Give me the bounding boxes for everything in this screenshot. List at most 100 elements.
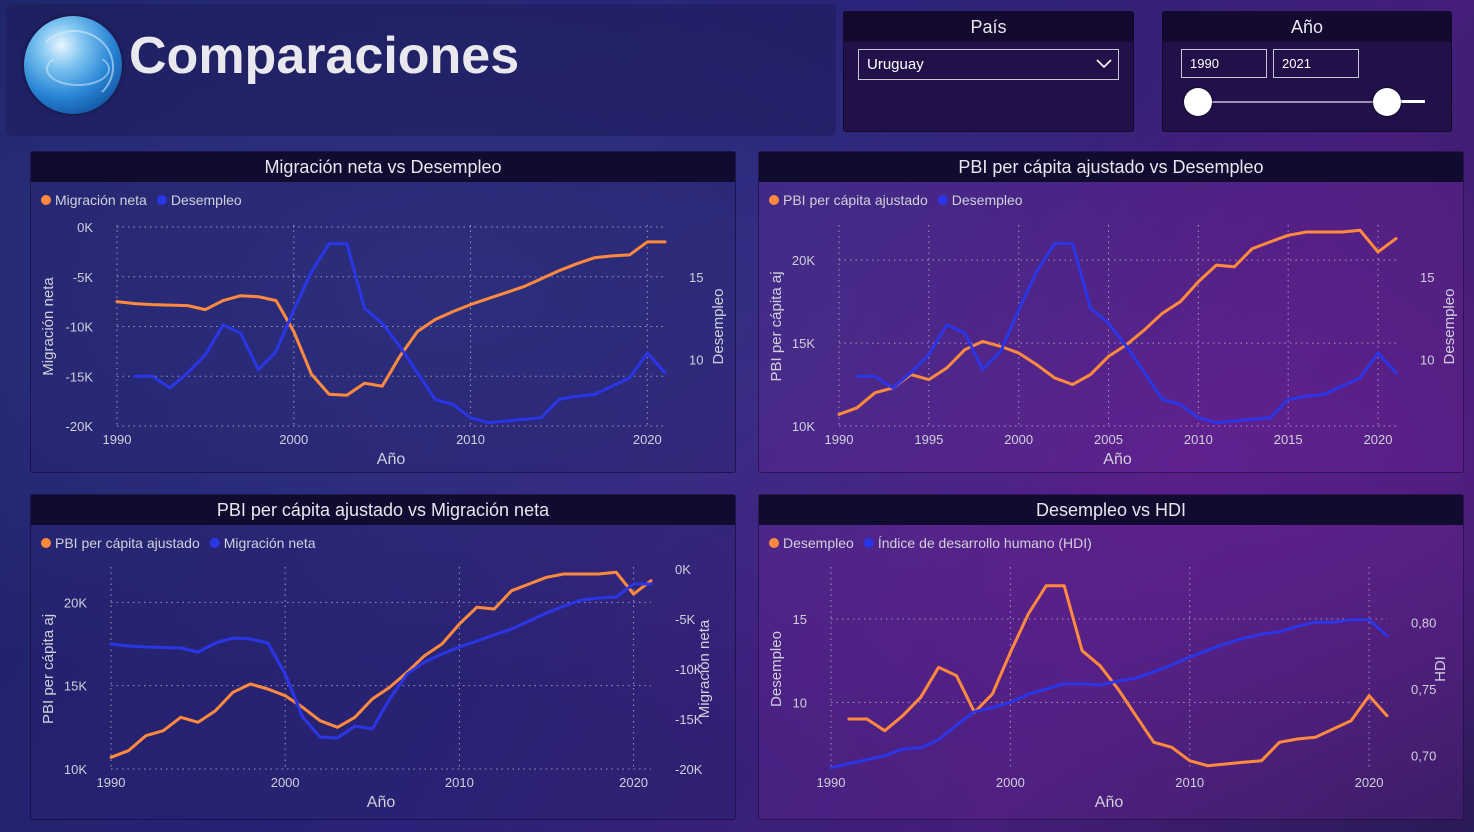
y-right-tick-label: 0K bbox=[675, 562, 691, 577]
legend-marker-1 bbox=[863, 538, 874, 548]
y-right-tick-label: 0,70 bbox=[1411, 749, 1436, 764]
series-line-1 bbox=[109, 582, 653, 740]
y-left-tick-label: 15K bbox=[792, 336, 815, 351]
x-tick-label: 2000 bbox=[1004, 432, 1033, 447]
chart-title: Migración neta vs Desempleo bbox=[31, 152, 735, 182]
x-axis-title: Año bbox=[1095, 794, 1124, 811]
legend-marker-0 bbox=[769, 538, 779, 548]
chart-panel-pbi-desempleo: PBI per cápita ajustado vs Desempleo PBI… bbox=[758, 151, 1464, 473]
y-left-axis-title: Migración neta bbox=[40, 277, 57, 376]
series-line-1 bbox=[855, 242, 1398, 425]
series-line-0 bbox=[115, 240, 667, 397]
y-right-tick-label: -15K bbox=[675, 712, 703, 727]
legend-marker-0 bbox=[41, 538, 51, 548]
year-slicer: Año 1990 2021 bbox=[1162, 11, 1452, 132]
y-left-tick-label: -5K bbox=[73, 270, 94, 285]
legend-label-0: Migración neta bbox=[55, 192, 147, 208]
country-dropdown-value: Uruguay bbox=[867, 56, 924, 73]
x-tick-label: 2000 bbox=[271, 775, 300, 790]
chart-panel-pbi-migracion: PBI per cápita ajustado vs Migración net… bbox=[30, 494, 736, 820]
legend-label-1: Migración neta bbox=[224, 535, 316, 551]
y-right-axis-title: HDI bbox=[1432, 656, 1449, 682]
year-slicer-title: Año bbox=[1163, 12, 1451, 42]
chart-desempleo-hdi: Desempleo Índice de desarrollo humano (HD… bbox=[768, 535, 1449, 811]
y-left-tick-label: -20K bbox=[66, 419, 94, 434]
y-left-tick-label: 10K bbox=[792, 419, 815, 434]
series-line-0 bbox=[109, 570, 653, 759]
y-right-tick-label: 15 bbox=[1420, 270, 1434, 285]
x-tick-label: 2010 bbox=[1175, 775, 1204, 790]
x-tick-label: 1990 bbox=[817, 775, 846, 790]
country-slicer-title: País bbox=[844, 12, 1133, 42]
y-right-tick-label: -5K bbox=[675, 612, 696, 627]
x-axis-title: Año bbox=[1103, 451, 1132, 468]
x-tick-label: 2020 bbox=[1364, 432, 1393, 447]
chart-panel-desempleo-hdi: Desempleo vs HDI Desempleo Índice de desa… bbox=[758, 494, 1464, 820]
chart-title: PBI per cápita ajustado vs Desempleo bbox=[759, 152, 1463, 182]
year-to-input[interactable]: 2021 bbox=[1273, 49, 1359, 78]
y-right-tick-label: -10K bbox=[675, 662, 703, 677]
year-slider-track[interactable] bbox=[1197, 101, 1387, 103]
year-slider-start-handle[interactable] bbox=[1184, 88, 1212, 116]
legend-label-1: Índice de desarrollo humano (HDI) bbox=[878, 535, 1092, 551]
y-left-tick-label: -15K bbox=[66, 369, 94, 384]
legend-label-1: Desempleo bbox=[171, 192, 242, 208]
y-right-tick-label: 15 bbox=[689, 270, 703, 285]
x-axis-title: Año bbox=[377, 451, 406, 468]
legend-marker-1 bbox=[209, 538, 220, 548]
page-title: Comparaciones bbox=[129, 27, 520, 85]
y-left-tick-label: 20K bbox=[792, 253, 815, 268]
x-tick-label: 1990 bbox=[97, 775, 126, 790]
series-line-0 bbox=[837, 228, 1398, 416]
globe-logo-icon bbox=[24, 16, 122, 114]
year-slider-end-handle[interactable] bbox=[1373, 88, 1401, 116]
y-right-tick-label: 10 bbox=[1420, 353, 1434, 368]
chart-panel-migracion-desempleo: Migración neta vs Desempleo Migración ne… bbox=[30, 151, 736, 473]
x-tick-label: 1995 bbox=[914, 432, 943, 447]
x-axis-title: Año bbox=[367, 794, 396, 811]
series-line-0 bbox=[847, 584, 1389, 768]
legend-label-0: PBI per cápita ajustado bbox=[55, 535, 200, 551]
legend-marker-0 bbox=[41, 195, 51, 205]
y-left-tick-label: -10K bbox=[66, 320, 94, 335]
legend-marker-1 bbox=[937, 195, 948, 205]
y-right-axis-title: Desempleo bbox=[710, 289, 727, 365]
y-right-tick-label: 0,75 bbox=[1411, 682, 1436, 697]
x-tick-label: 2020 bbox=[619, 775, 648, 790]
y-left-tick-label: 0K bbox=[77, 220, 93, 235]
country-dropdown[interactable]: Uruguay bbox=[858, 49, 1119, 80]
y-right-tick-label: -20K bbox=[675, 762, 703, 777]
header-banner: Comparaciones bbox=[6, 4, 836, 136]
y-left-tick-label: 15 bbox=[793, 612, 807, 627]
y-right-axis-title: Desempleo bbox=[1441, 289, 1458, 365]
chart-pbi-migracion: PBI per cápita ajustado Migración neta 199… bbox=[40, 535, 713, 811]
x-tick-label: 1990 bbox=[825, 432, 854, 447]
x-tick-label: 2000 bbox=[279, 432, 308, 447]
x-tick-label: 2015 bbox=[1274, 432, 1303, 447]
series-line-1 bbox=[829, 618, 1389, 770]
legend-marker-1 bbox=[156, 195, 167, 205]
legend-label-0: Desempleo bbox=[783, 535, 854, 551]
x-tick-label: 2000 bbox=[996, 775, 1025, 790]
legend-label-0: PBI per cápita ajustado bbox=[783, 192, 928, 208]
y-left-tick-label: 15K bbox=[64, 679, 87, 694]
x-tick-label: 2020 bbox=[1355, 775, 1384, 790]
y-left-axis-title: Desempleo bbox=[768, 631, 785, 707]
year-from-input[interactable]: 1990 bbox=[1181, 49, 1267, 78]
country-slicer: País Uruguay bbox=[843, 11, 1134, 132]
chart-pbi-desempleo: PBI per cápita ajustado Desempleo 1990 1995… bbox=[768, 192, 1458, 468]
chart-title: PBI per cápita ajustado vs Migración net… bbox=[31, 495, 735, 525]
x-tick-label: 2010 bbox=[445, 775, 474, 790]
y-left-tick-label: 20K bbox=[64, 595, 87, 610]
y-left-axis-title: PBI per cápita aj bbox=[40, 614, 57, 724]
y-left-tick-label: 10K bbox=[64, 762, 87, 777]
legend-label-1: Desempleo bbox=[952, 192, 1023, 208]
y-right-tick-label: 0,80 bbox=[1411, 615, 1436, 630]
x-tick-label: 2010 bbox=[1184, 432, 1213, 447]
legend-marker-0 bbox=[769, 195, 779, 205]
y-right-tick-label: 10 bbox=[689, 353, 703, 368]
x-tick-label: 2020 bbox=[633, 432, 662, 447]
x-tick-label: 2010 bbox=[456, 432, 485, 447]
year-slider-track-end bbox=[1401, 100, 1425, 103]
chart-migracion-desempleo: Migración neta Desempleo 1990 2000 2010 2020 0… bbox=[40, 192, 727, 468]
